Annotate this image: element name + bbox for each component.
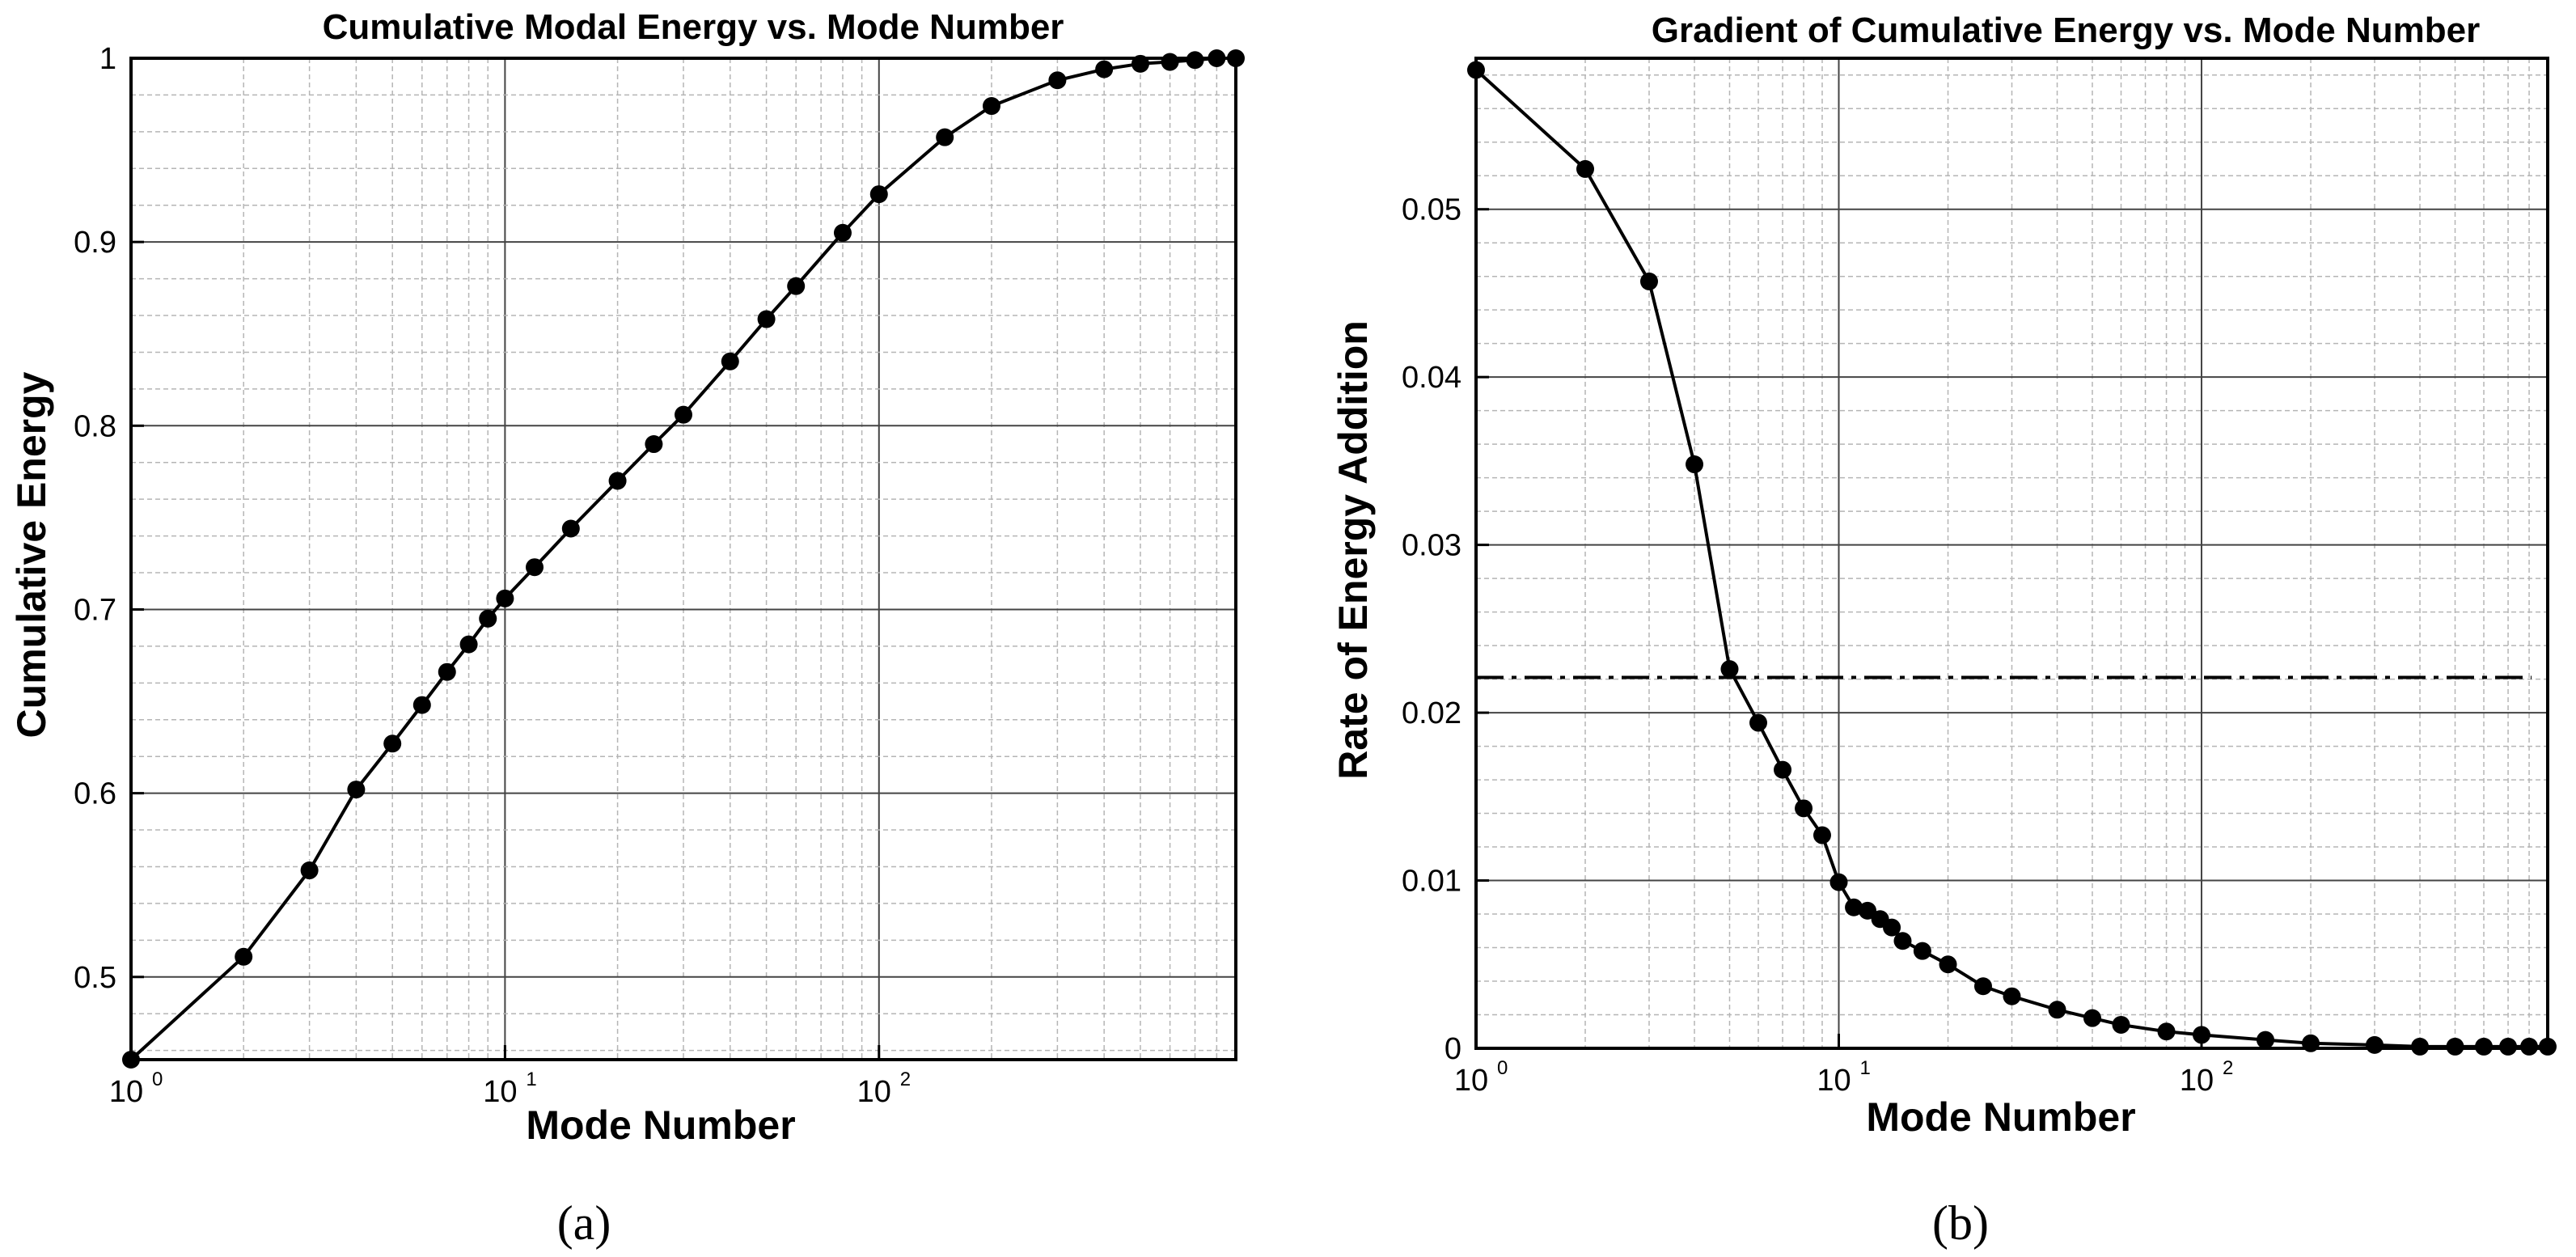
data-point (1859, 901, 1877, 920)
y-tick-label: 0.8 (74, 409, 116, 443)
panel-b-xlabel: Mode Number (1866, 1094, 2135, 1140)
panel-b-ylabel: Rate of Energy Addition (1330, 320, 1376, 780)
data-point (1913, 942, 1931, 960)
data-point (1939, 955, 1957, 974)
data-point (300, 861, 319, 880)
panel-a-title: Cumulative Modal Energy vs. Mode Number (323, 7, 1064, 47)
x-tick-label: 10 (2180, 1064, 2214, 1098)
data-point (2366, 1035, 2384, 1054)
y-tick-label: 0.9 (74, 226, 116, 260)
panel-a-plot-frame (129, 57, 1237, 1061)
data-point (1829, 873, 1848, 891)
panel-b-title: Gradient of Cumulative Energy vs. Mode N… (1652, 11, 2480, 50)
x-tick-label: 10 (1817, 1064, 1851, 1098)
data-point (2083, 1009, 2102, 1027)
data-point (869, 185, 888, 204)
data-point (2112, 1015, 2130, 1034)
data-point (2499, 1037, 2518, 1056)
data-point (496, 589, 514, 607)
data-point (2003, 987, 2021, 1005)
data-point (1720, 660, 1739, 679)
data-point (645, 435, 663, 454)
data-point (1639, 272, 1658, 290)
data-point (561, 519, 580, 538)
y-tick-label: 0.01 (1402, 865, 1461, 899)
data-point (1467, 61, 1485, 79)
x-tick-label: 10 (1454, 1064, 1488, 1098)
y-tick-label: 0.03 (1402, 529, 1461, 563)
data-point (675, 405, 692, 424)
data-point (2475, 1037, 2494, 1056)
data-point (1973, 977, 1992, 996)
data-point (1131, 54, 1149, 73)
data-point (1227, 49, 1245, 67)
y-tick-label: 0.04 (1402, 361, 1461, 395)
panel-a-chart: 0.5 0.6 0.7 0.8 0.9 1 10 0 10 1 10 2 Cumulative Mod… (9, 7, 1245, 1250)
panel-a-xlabel: Mode Number (526, 1103, 795, 1148)
data-point (2446, 1037, 2464, 1056)
data-point (1893, 932, 1912, 950)
data-point (1048, 71, 1067, 90)
data-point (1576, 159, 1595, 178)
data-point (2048, 1001, 2066, 1019)
y-tick-label: 0 (1445, 1032, 1461, 1066)
data-point (438, 662, 456, 681)
x-tick-label: 10 (109, 1075, 143, 1109)
data-point (833, 223, 852, 242)
data-point (2539, 1037, 2557, 1056)
data-point (2193, 1026, 2211, 1044)
x-tick-label: 10 (857, 1075, 891, 1109)
data-point (608, 472, 627, 490)
data-point (757, 310, 776, 328)
data-point (1749, 713, 1768, 732)
data-point (1883, 918, 1901, 937)
x-tick-label: 10 (483, 1075, 517, 1109)
data-point (122, 1051, 140, 1069)
data-point (383, 734, 402, 753)
data-point (1095, 60, 1114, 78)
x-tick-exponent: 0 (1497, 1057, 1508, 1079)
data-point (2256, 1031, 2274, 1049)
data-point (982, 97, 1000, 116)
panel-b-plot-frame (1474, 57, 2549, 1050)
y-tick-label: 0.05 (1402, 193, 1461, 227)
x-tick-exponent: 2 (2223, 1057, 2233, 1079)
data-point (1813, 826, 1831, 844)
y-tick-label: 1 (99, 42, 116, 76)
data-point (459, 635, 478, 654)
data-point (235, 947, 253, 966)
data-point (721, 352, 739, 370)
data-point (1161, 53, 1179, 71)
data-point (936, 128, 954, 146)
x-tick-exponent: 2 (900, 1069, 911, 1090)
data-point (347, 781, 366, 799)
data-point (1686, 455, 1704, 474)
data-point (1208, 49, 1226, 67)
data-point (787, 277, 806, 295)
panel-a-label: (a) (557, 1196, 611, 1250)
y-tick-label: 0.02 (1402, 696, 1461, 730)
y-tick-label: 0.7 (74, 593, 116, 627)
data-point (2520, 1037, 2539, 1056)
data-point (2411, 1037, 2430, 1056)
data-point (412, 696, 431, 714)
data-point (1845, 898, 1863, 916)
y-tick-label: 0.5 (74, 961, 116, 995)
data-point (479, 609, 497, 628)
data-point (2302, 1034, 2320, 1052)
y-tick-label: 0.6 (74, 777, 116, 811)
panel-a-ylabel: Cumulative Energy (9, 371, 54, 738)
data-point (525, 558, 544, 577)
panel-b-label: (b) (1932, 1196, 1989, 1250)
data-point (1186, 51, 1204, 70)
data-point (1795, 799, 1813, 818)
x-tick-exponent: 1 (526, 1069, 536, 1090)
x-tick-exponent: 0 (152, 1069, 163, 1090)
data-point (1774, 760, 1792, 779)
x-tick-exponent: 1 (1860, 1057, 1871, 1079)
data-point (2157, 1022, 2176, 1041)
